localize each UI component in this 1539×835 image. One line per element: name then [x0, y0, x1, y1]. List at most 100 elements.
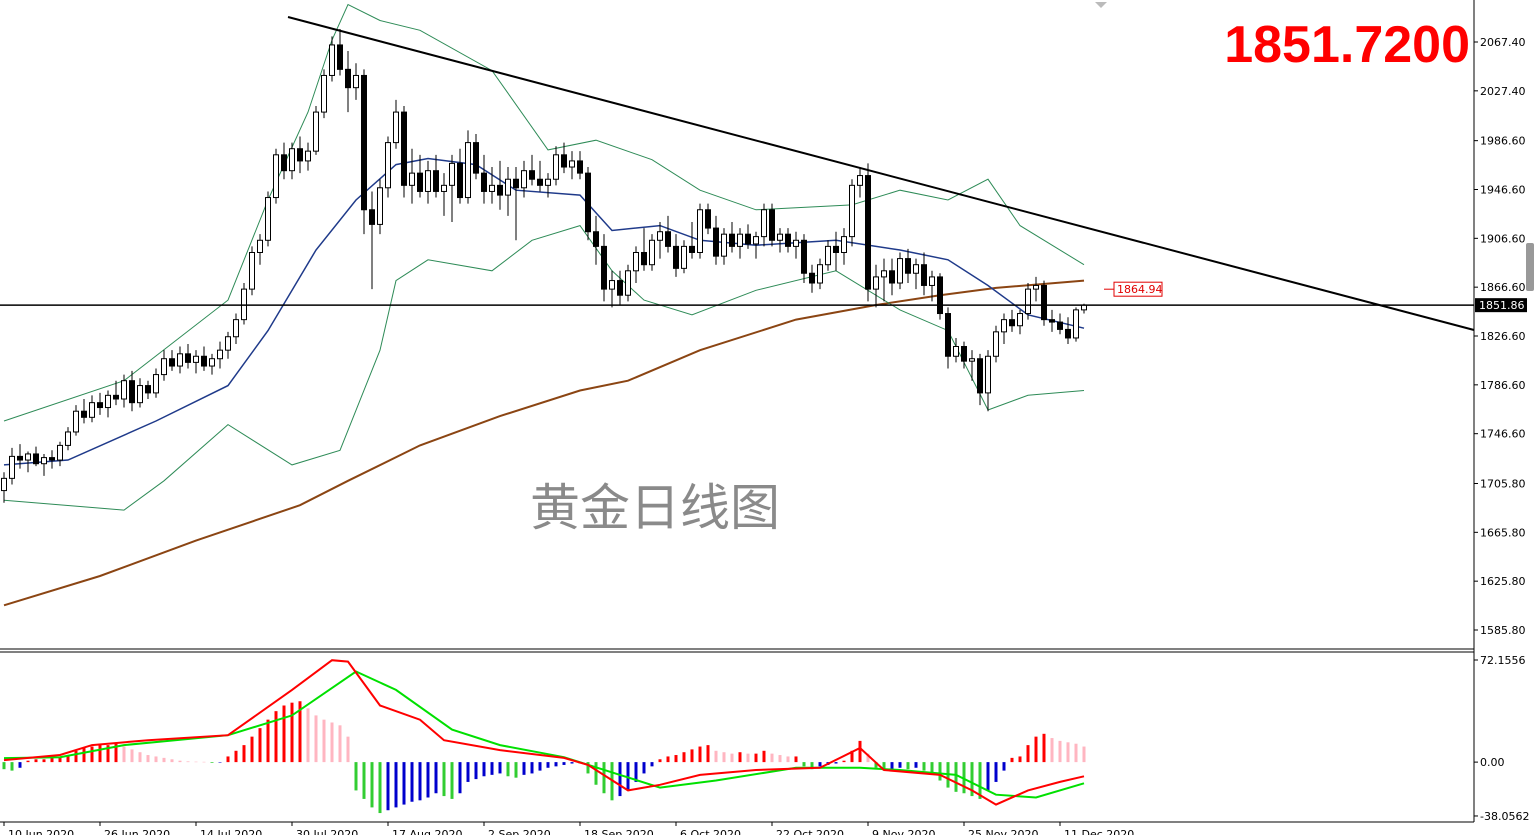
- candle-body: [745, 233, 751, 245]
- candle-body: [49, 457, 55, 461]
- price-label-box: [1475, 298, 1527, 313]
- macd-bar: [306, 708, 310, 763]
- candle-body: [577, 160, 583, 174]
- price-display: 1851.7200: [1224, 16, 1470, 74]
- macd-bar: [514, 762, 518, 778]
- candle-body: [105, 394, 111, 409]
- candle-body: [217, 349, 223, 360]
- macd-bar: [282, 705, 286, 763]
- macd-bar: [330, 722, 334, 763]
- candle-body: [993, 331, 999, 357]
- shift-marker: [1095, 2, 1107, 8]
- macd-signal: [3, 670, 1085, 799]
- macd-bar: [586, 762, 590, 774]
- macd-bar: [842, 760, 846, 763]
- ma-label: 1864.94: [1117, 283, 1163, 296]
- macd-bar: [506, 762, 510, 777]
- candle-body: [433, 170, 439, 192]
- macd-bar: [498, 762, 502, 774]
- candle-body: [185, 353, 191, 363]
- macd-bar: [98, 745, 102, 763]
- candle-body: [817, 264, 823, 284]
- y-tick-label: 1906.60: [1480, 232, 1526, 245]
- macd-bar: [986, 762, 990, 791]
- candle-body: [145, 385, 151, 394]
- candle-body: [81, 410, 87, 418]
- macd-bar: [386, 762, 390, 811]
- candle-body: [465, 142, 471, 199]
- candle-body: [833, 245, 839, 253]
- macd-bar: [954, 762, 958, 792]
- candle-body: [449, 162, 455, 186]
- macd-bar: [378, 762, 382, 814]
- macd-tick-label: 0.00: [1480, 756, 1505, 769]
- macd-bar: [754, 753, 758, 763]
- candle-body: [273, 154, 279, 199]
- macd-bar: [898, 762, 902, 768]
- candle-body: [1025, 288, 1031, 315]
- candle-body: [249, 251, 255, 290]
- candle-body: [489, 184, 495, 192]
- candle-body: [769, 209, 775, 241]
- macd-bar: [1018, 756, 1022, 763]
- macd-bar: [402, 762, 406, 805]
- y-tick-label: 1786.60: [1480, 379, 1526, 392]
- macd-bar: [778, 755, 782, 763]
- macd-bar: [66, 755, 70, 763]
- candle-body: [649, 239, 655, 266]
- candle-body: [177, 353, 183, 367]
- macd-bar: [570, 762, 574, 764]
- candle-body: [337, 44, 343, 70]
- macd-tick-label: -38.0562: [1480, 810, 1529, 823]
- x-tick-label: 18 Sep 2020: [584, 828, 654, 835]
- macd-bar: [634, 762, 638, 782]
- candle-body: [641, 251, 647, 266]
- candle-body: [361, 74, 367, 211]
- candle-body: [921, 264, 927, 286]
- macd-bar: [466, 762, 470, 782]
- y-tick-label: 1665.80: [1480, 526, 1526, 539]
- x-tick-label: 14 Jul 2020: [200, 828, 262, 835]
- macd-bar: [346, 736, 350, 763]
- macd-bar: [994, 762, 998, 782]
- candle-body: [457, 162, 463, 199]
- macd-bar: [26, 760, 30, 763]
- x-tick-label: 10 Jun 2020: [8, 828, 74, 835]
- candle-body: [849, 184, 855, 238]
- candle-body: [889, 270, 895, 284]
- candle-body: [729, 233, 735, 247]
- candle-body: [1073, 309, 1079, 339]
- candle-body: [41, 457, 47, 465]
- candle-body: [809, 272, 815, 284]
- macd-bar: [1002, 762, 1006, 771]
- candle-body: [601, 245, 607, 290]
- y-tick-label: 1746.60: [1480, 428, 1526, 441]
- candle-body: [393, 111, 399, 144]
- candle-body: [593, 231, 599, 247]
- candle-body: [793, 239, 799, 247]
- candle-body: [321, 74, 327, 113]
- macd-bar: [802, 762, 806, 767]
- candle-body: [417, 172, 423, 192]
- candle-body: [1, 477, 7, 492]
- candle-body: [121, 380, 127, 400]
- macd-bar: [530, 762, 534, 774]
- y-tick-label: 1625.80: [1480, 575, 1526, 588]
- candle-body: [1049, 319, 1055, 323]
- macd-bar: [738, 752, 742, 763]
- macd-bar: [714, 750, 718, 763]
- macd-bar: [298, 701, 302, 763]
- candle-body: [233, 319, 239, 338]
- macd-bar: [410, 762, 414, 802]
- candle-body: [1009, 319, 1015, 327]
- macd-bar: [650, 762, 654, 767]
- candle-body: [369, 209, 375, 225]
- y-tick-label: 1946.60: [1480, 183, 1526, 196]
- macd-bar: [730, 753, 734, 763]
- macd-bar: [82, 747, 86, 763]
- macd-bar: [130, 749, 134, 763]
- candle-body: [897, 258, 903, 284]
- macd-bar: [786, 756, 790, 763]
